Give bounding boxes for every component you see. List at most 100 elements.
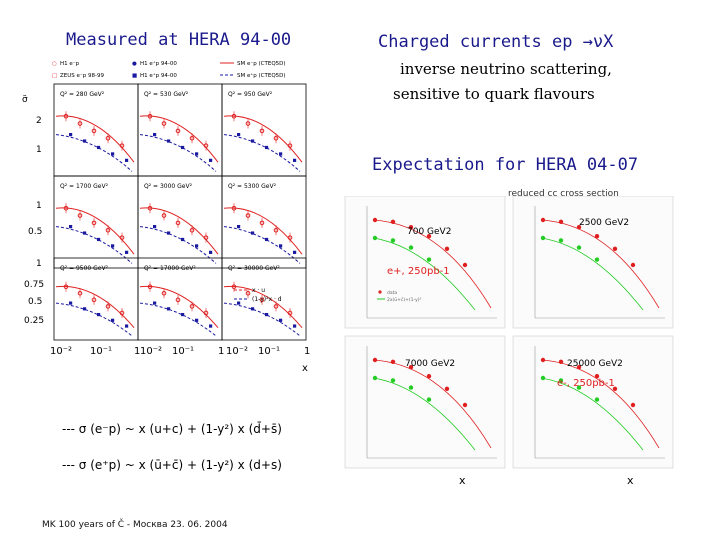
data-point-green <box>390 378 396 383</box>
data-point-ep <box>181 145 185 150</box>
left-panel-grid: Q² = 280 GeV² Q² = 530 GeV² Q² = 950 GeV² Q… <box>53 83 307 341</box>
legend-sm-em: SM e⁻p (CTEQ5D) <box>237 61 286 67</box>
data-point-red <box>390 219 396 224</box>
data-point-green <box>576 245 582 250</box>
data-point-red <box>372 357 378 363</box>
sm-ep-curve <box>139 226 217 264</box>
data-point-ep <box>153 225 157 229</box>
right-subtitle-1: inverse neutrino scattering, <box>400 60 612 78</box>
data-point-red <box>576 365 582 370</box>
data-point-ep <box>265 237 269 242</box>
data-point-green <box>594 257 600 262</box>
data-point-red <box>390 359 396 364</box>
right-lumi-1: e+, 250pb-1 <box>387 266 450 277</box>
sm-ep-curve <box>55 134 133 172</box>
ytick-r3-c: 0.5 <box>28 297 42 307</box>
data-point-ep <box>209 324 213 328</box>
data-point-green <box>426 397 432 402</box>
left-yaxis-label: σ̃ <box>22 95 28 105</box>
data-point-ep <box>279 318 283 322</box>
left-panel-label: Q² = 950 GeV² <box>228 91 273 98</box>
sm-em-curve <box>55 285 135 329</box>
data-point-ep <box>83 307 87 311</box>
data-point-ep <box>111 318 115 322</box>
data-point-ep <box>293 324 297 328</box>
sm-em-curve <box>139 285 219 329</box>
data-point-green <box>540 375 546 381</box>
data-point-ep <box>181 237 185 242</box>
data-point-ep <box>237 133 241 137</box>
data-point-red <box>540 357 546 363</box>
xtick-1: 10⁻² <box>50 346 72 357</box>
legend-h1-em-marker: ○ <box>52 61 57 67</box>
ytick-r1-a: 2 <box>36 116 42 126</box>
data-point-red <box>426 374 432 379</box>
data-point-ep <box>69 225 73 229</box>
data-point-red <box>462 402 468 408</box>
legend-zeus-em: ZEUS e⁻p 98-99 <box>60 73 105 79</box>
prediction-red <box>372 219 492 309</box>
data-point-ep <box>279 244 283 248</box>
data-point-red <box>612 386 618 391</box>
left-panel-label: Q² = 530 GeV² <box>144 91 189 98</box>
data-point-ep <box>153 301 157 305</box>
right-panel-label-2: 2500 GeV2 <box>579 218 629 228</box>
right-x-label-1: x <box>459 474 466 486</box>
right-plot-figure: 700 GeV2 2500 GeV2 7000 GeV2 25000 GeV2 … <box>335 195 715 487</box>
xtick-7: 10⁻² <box>226 346 248 357</box>
data-point-red <box>594 374 600 379</box>
prediction-green <box>372 377 476 451</box>
data-point-green <box>372 375 378 381</box>
data-point-ep <box>251 307 255 311</box>
data-point-ep <box>167 231 171 235</box>
data-point-red <box>444 386 450 391</box>
data-point-green <box>576 385 582 390</box>
sm-ep-curve <box>223 134 301 172</box>
prediction-red <box>540 219 660 309</box>
legend-h1-ep: H1 e⁺p 94-00 <box>140 60 177 67</box>
data-point-ep <box>293 250 297 254</box>
sm-ep-curve <box>55 302 133 337</box>
data-point-red <box>594 234 600 239</box>
ytick-r2-a: 1 <box>36 201 42 211</box>
sm-ep-curve <box>55 226 133 264</box>
data-point-ep <box>209 250 213 254</box>
inner-legend-d: (1-y)²x · d <box>252 296 282 303</box>
sm-em-curve <box>223 207 303 255</box>
data-point-green <box>372 235 378 241</box>
left-plot-figure: ○ H1 e⁻p ● H1 e⁺p 94-00 SM e⁻p (CTEQ5D) … <box>22 58 332 378</box>
data-point-ep <box>167 307 171 311</box>
data-point-ep <box>125 250 129 254</box>
xtick-5: 10⁻¹ <box>172 346 194 357</box>
right-subtitle-2: sensitive to quark flavours <box>393 85 595 103</box>
right-inner-legend-marker <box>378 290 382 294</box>
right-lumi-2: e-, 250pb-1 <box>557 378 615 389</box>
data-point-ep <box>167 139 171 143</box>
data-point-ep <box>265 145 269 150</box>
data-point-ep <box>69 133 73 137</box>
data-point-ep <box>111 244 115 248</box>
sm-ep-curve <box>223 226 301 264</box>
data-point-ep <box>195 152 199 156</box>
ytick-r1-b: 1 <box>36 145 42 155</box>
data-point-green <box>408 385 414 390</box>
right-inner-legend-2: 2x(ū+c̄)+(1-y)² <box>387 297 421 303</box>
ytick-r3-a: 1 <box>36 259 42 269</box>
left-panel-label: Q² = 5300 GeV² <box>228 183 277 190</box>
data-point-red <box>630 402 636 408</box>
xtick-8: 10⁻¹ <box>258 346 280 357</box>
data-point-green <box>426 257 432 262</box>
sm-em-curve <box>223 115 303 163</box>
left-plot-svg: ○ H1 e⁻p ● H1 e⁺p 94-00 SM e⁻p (CTEQ5D) … <box>22 60 310 374</box>
formula-em: --- σ (e⁻p) ~ x (u+c) + (1-y²) x (d̄+s̄) <box>62 422 282 436</box>
data-point-red <box>558 359 564 364</box>
data-point-red <box>426 234 432 239</box>
data-point-green <box>594 397 600 402</box>
right-panel-label-3: 7000 GeV2 <box>405 359 455 369</box>
left-xticks: 10⁻² 10⁻¹ 1 10⁻² 10⁻¹ 1 10⁻² 10⁻¹ 1 <box>50 346 310 357</box>
data-point-ep <box>111 152 115 156</box>
left-panel-frame <box>221 175 307 269</box>
data-point-ep <box>237 225 241 229</box>
data-point-green <box>558 238 564 243</box>
prediction-red <box>540 359 660 449</box>
